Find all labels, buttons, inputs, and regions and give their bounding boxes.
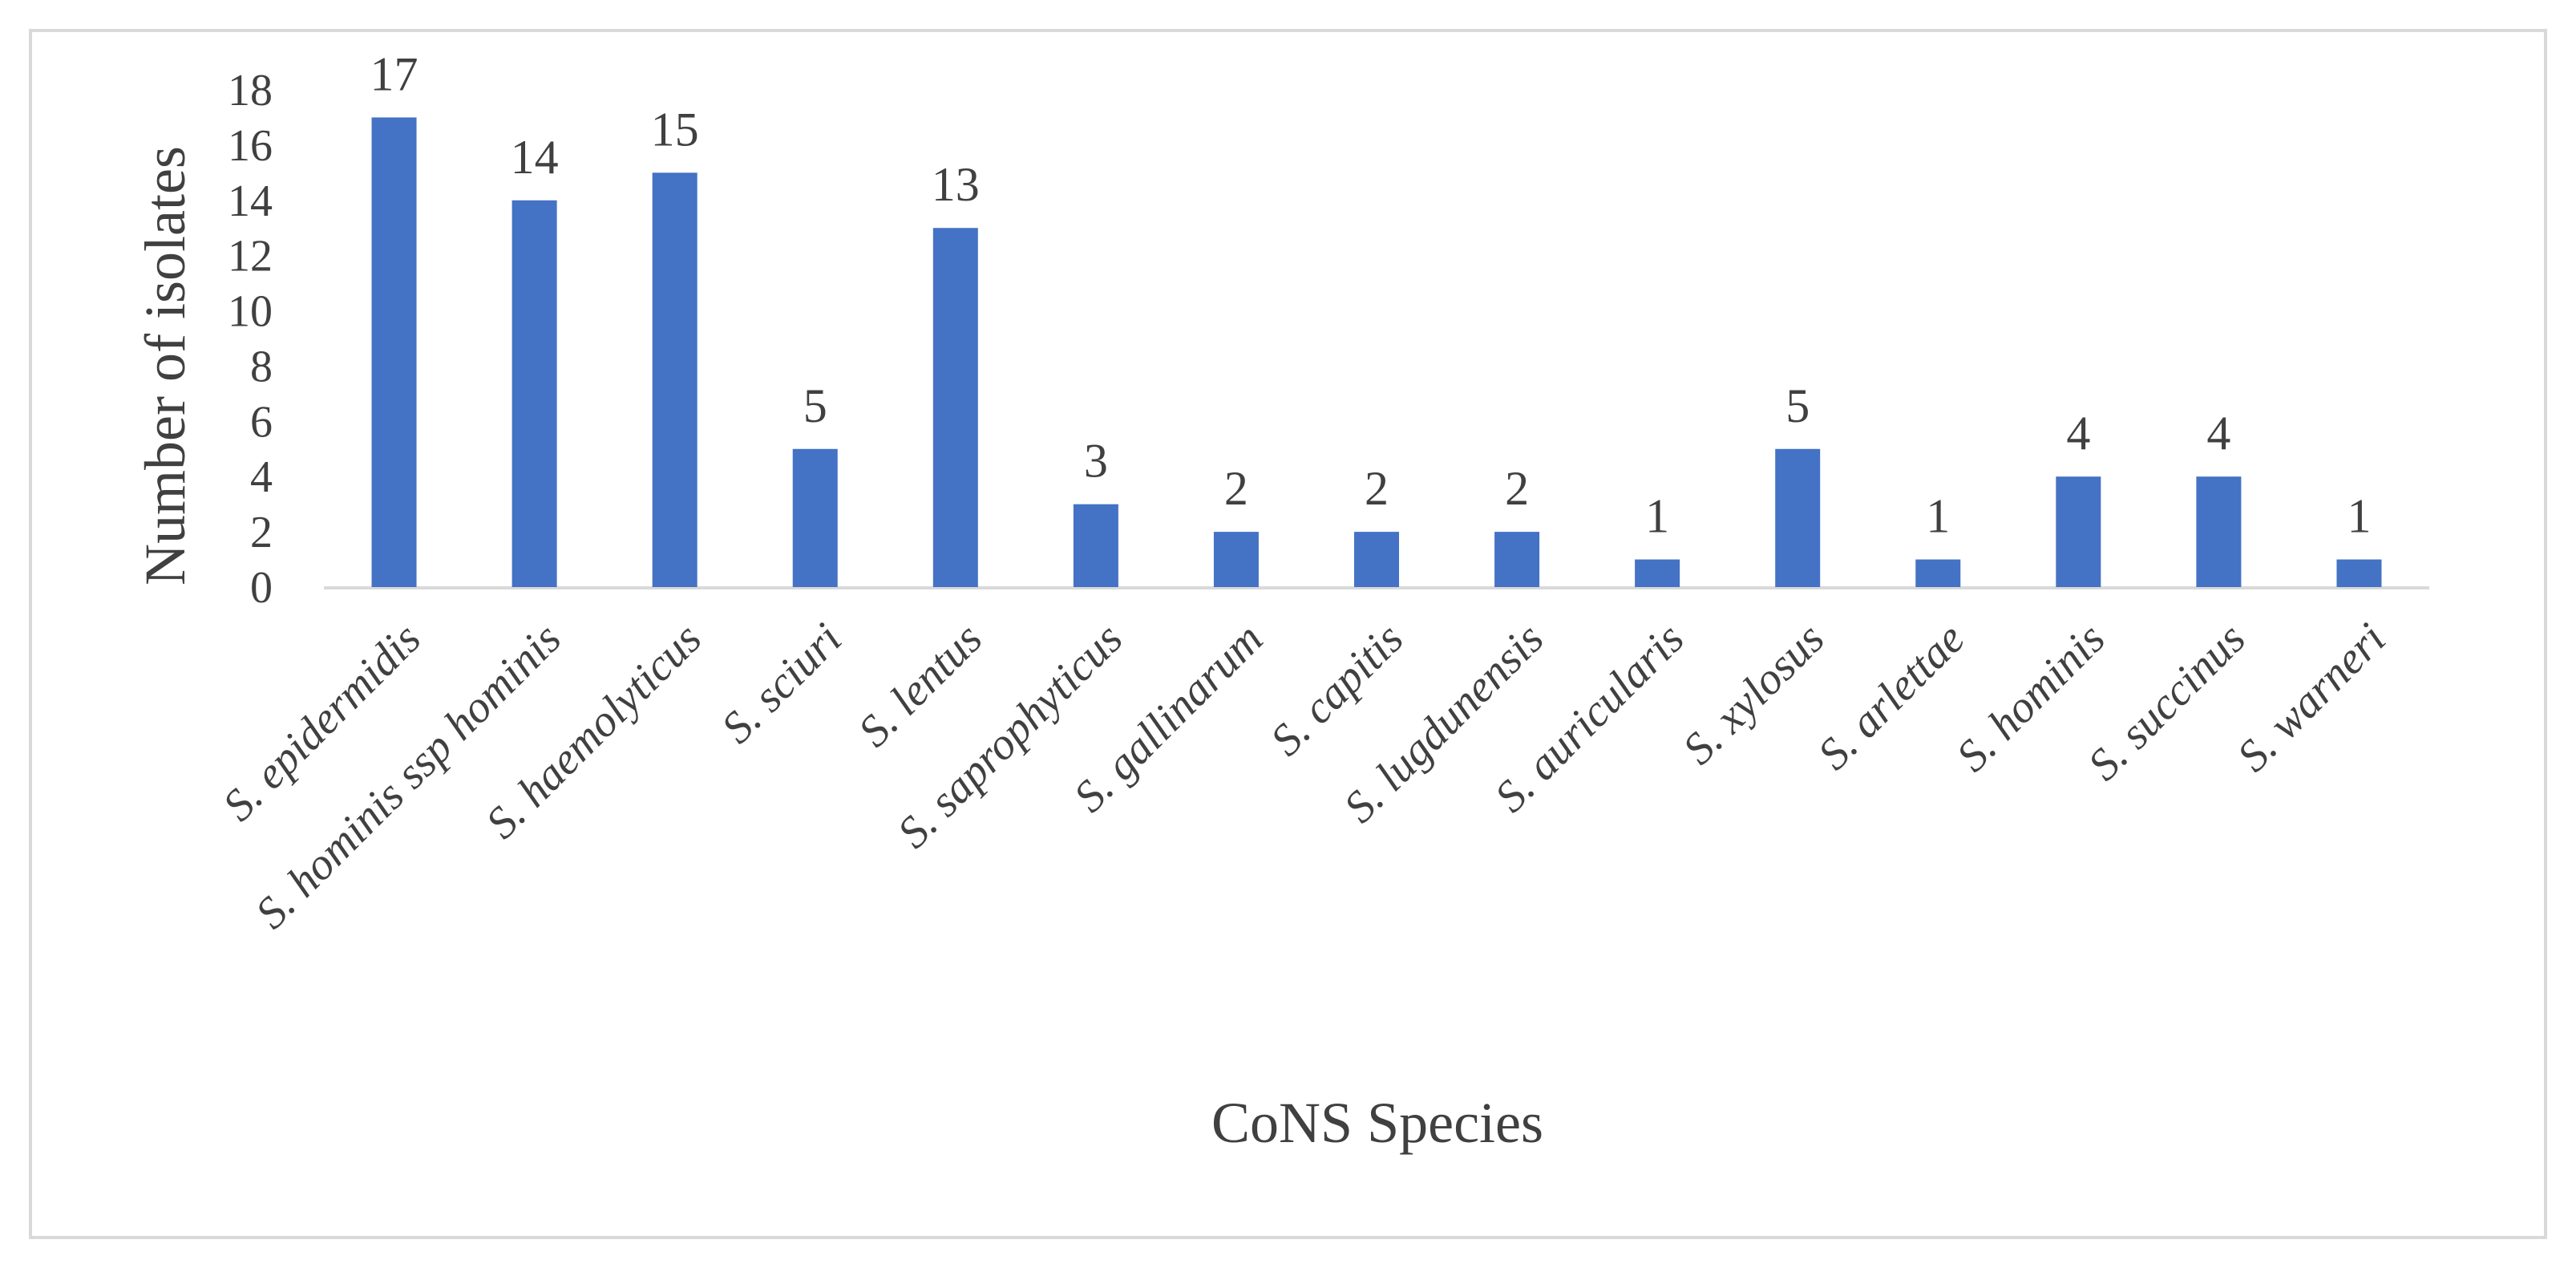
y-tick-label: 16 (228, 121, 273, 171)
bar (1213, 532, 1259, 587)
bar (371, 117, 417, 587)
chart-frame: 0 2 4 6 8 10 12 14 16 18 17 14 15 5 13 3 2 2 2 1 5 1 4 4 1 S. e… (29, 29, 2547, 1239)
bar (652, 172, 698, 588)
bar (1915, 559, 1961, 587)
data-label: 15 (651, 103, 699, 156)
y-tick-label: 6 (250, 397, 273, 447)
y-tick-label: 2 (250, 508, 273, 557)
bar (1354, 532, 1399, 587)
data-label: 1 (1645, 490, 1669, 543)
bar (512, 200, 557, 587)
data-label: 5 (803, 379, 827, 432)
y-axis-title: Number of isolates (133, 146, 197, 585)
category-label: S. lentus (849, 614, 992, 756)
category-label: S. warneri (2228, 614, 2396, 781)
data-label: 3 (1084, 435, 1108, 488)
data-label: 5 (1785, 379, 1810, 432)
data-label: 4 (2206, 407, 2230, 460)
bar (1494, 532, 1540, 587)
bar-series (371, 117, 2382, 588)
y-tick-label: 4 (250, 452, 273, 502)
bar (2336, 559, 2382, 587)
data-label: 2 (1224, 462, 1248, 515)
category-label: S. xylosus (1673, 614, 1834, 774)
data-label: 17 (370, 47, 419, 100)
bar (1073, 504, 1118, 587)
data-label: 2 (1365, 462, 1389, 515)
y-tick-label: 8 (250, 342, 273, 391)
category-label: S. arlettae (1809, 614, 1975, 780)
y-tick-label: 12 (228, 232, 273, 282)
data-label: 1 (1926, 490, 1950, 543)
y-tick-label: 0 (250, 563, 273, 613)
data-label: 1 (2347, 490, 2371, 543)
bar (792, 448, 838, 587)
bar (1775, 448, 1821, 587)
bar (2056, 476, 2101, 587)
category-label: S. sciuri (712, 614, 851, 753)
x-axis-title: CoNS Species (1211, 1091, 1543, 1155)
data-label: 14 (511, 131, 559, 184)
bar (1635, 559, 1680, 587)
y-tick-label: 18 (228, 66, 273, 115)
data-label: 13 (932, 158, 980, 211)
bar (2196, 476, 2242, 587)
data-label: 4 (2066, 407, 2090, 460)
bar (932, 228, 978, 587)
y-tick-label: 10 (228, 287, 273, 337)
y-tick-label: 14 (228, 176, 273, 226)
data-label: 2 (1505, 462, 1529, 515)
